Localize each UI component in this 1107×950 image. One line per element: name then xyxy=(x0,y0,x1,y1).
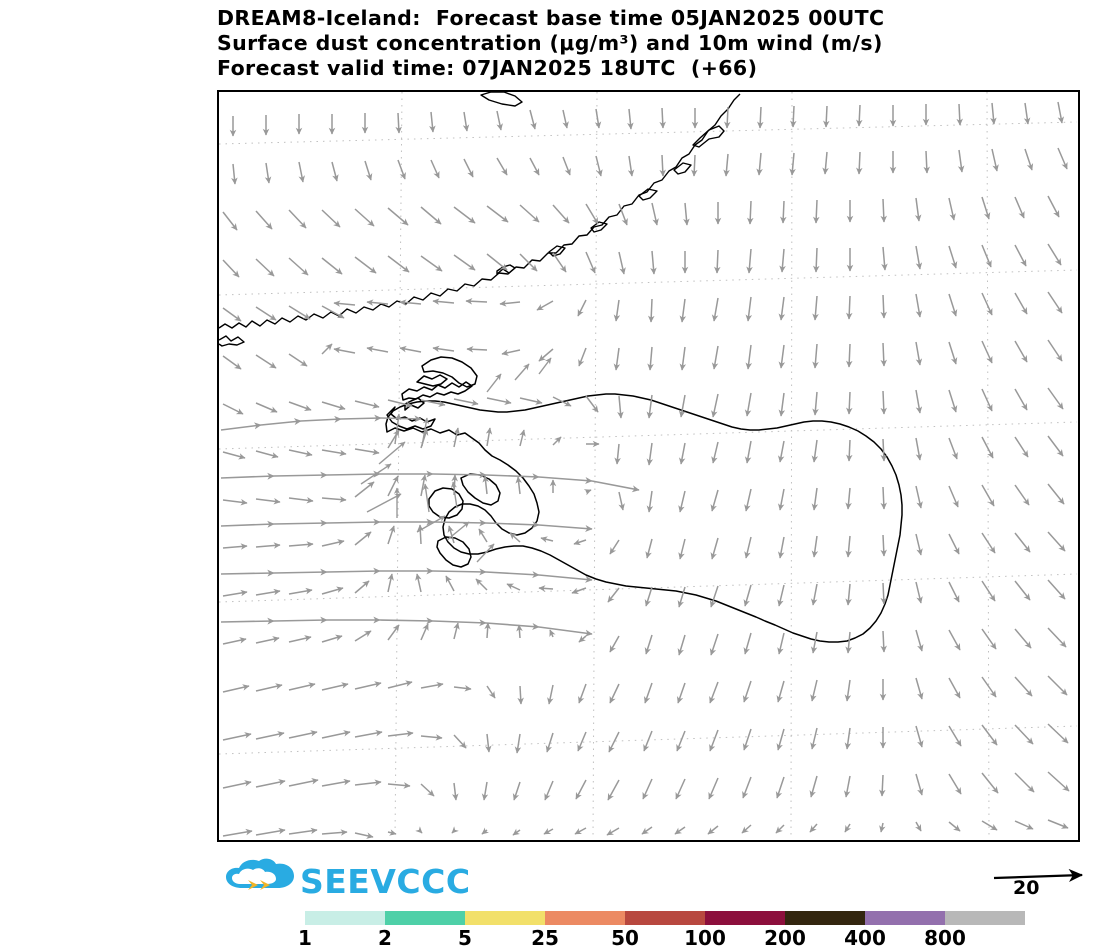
title-line-2: Surface dust concentration (μg/m³) and 1… xyxy=(217,31,883,55)
page-title: DREAM8-Iceland: Forecast base time 05JAN… xyxy=(217,6,1097,81)
wind-reference-arrow xyxy=(993,868,1084,883)
graticule xyxy=(219,92,1077,839)
colorbar-tick-50: 50 xyxy=(611,926,639,950)
colorbar-segment-4 xyxy=(625,911,705,925)
colorbar-tick-800: 800 xyxy=(924,926,966,950)
colorbar-tick-5: 5 xyxy=(458,926,472,950)
cloud-icon xyxy=(226,858,294,888)
colorbar-segment-3 xyxy=(545,911,625,925)
colorbar-tick-1: 1 xyxy=(298,926,312,950)
wind-vectors xyxy=(220,101,1070,839)
colorbar-tick-100: 100 xyxy=(684,926,726,950)
map-canvas xyxy=(219,92,1077,839)
forecast-map xyxy=(217,90,1080,842)
wind-reference-label: 20 xyxy=(1013,877,1040,899)
colorbar-segment-7 xyxy=(865,911,945,925)
colorbar-tick-2: 2 xyxy=(378,926,392,950)
colorbar-segment-1 xyxy=(385,911,465,925)
colorbar-segment-8 xyxy=(945,911,1025,925)
colorbar-tick-200: 200 xyxy=(764,926,806,950)
colorbar-tick-25: 25 xyxy=(531,926,559,950)
seevccc-logo-text: SEEVCCC xyxy=(300,862,471,901)
dust-concentration-colorbar xyxy=(305,911,1025,925)
colorbar-segment-0 xyxy=(305,911,385,925)
seevccc-logo xyxy=(226,858,294,890)
colorbar-segment-5 xyxy=(705,911,785,925)
title-line-3: Forecast valid time: 07JAN2025 18UTC (+6… xyxy=(217,56,758,80)
colorbar-tick-400: 400 xyxy=(844,926,886,950)
colorbar-segment-2 xyxy=(465,911,545,925)
title-line-1: DREAM8-Iceland: Forecast base time 05JAN… xyxy=(217,6,885,30)
coastline-iceland xyxy=(385,356,903,643)
arrow-icon xyxy=(248,880,270,890)
colorbar-tick-labels: 1 2 5 25 50 100 200 400 800 xyxy=(298,926,1025,950)
colorbar-segment-6 xyxy=(785,911,865,925)
